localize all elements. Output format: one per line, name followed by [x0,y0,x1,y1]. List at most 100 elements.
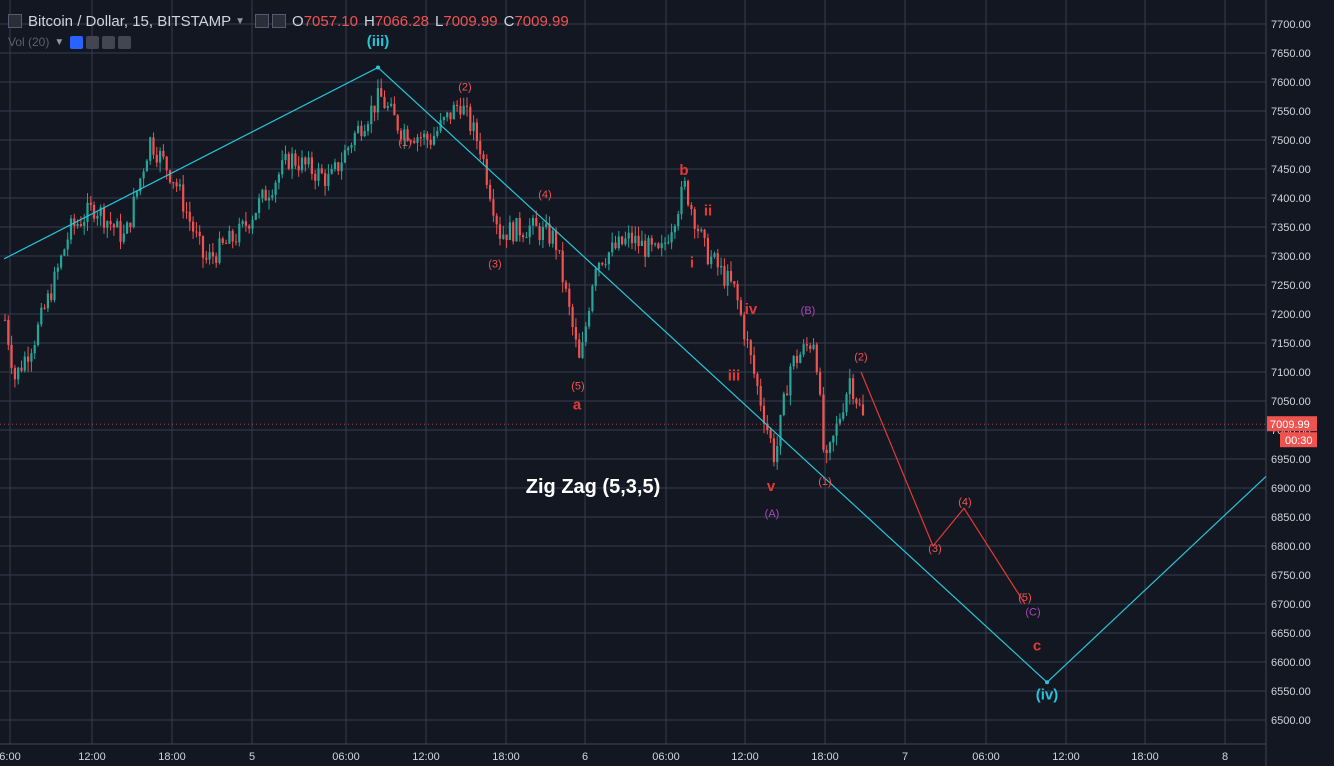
price-axis-label: 7450.00 [1271,164,1311,176]
price-axis-label: 7250.00 [1271,280,1311,292]
volume-chevron-icon[interactable]: ▼ [54,36,65,48]
wave-point[interactable] [376,65,380,70]
candle-body [627,232,630,239]
candle-body [307,157,310,165]
candle-body [607,252,610,265]
candle-body [446,112,449,118]
candle-body [330,169,333,174]
candle-body [663,242,667,244]
candle-body [786,393,789,396]
candle-body [254,212,257,220]
candle-body [733,281,736,284]
candle-body [647,238,650,257]
wave-label: (4) [958,496,971,508]
candle-body [162,150,165,157]
projection-line-red[interactable] [860,371,1026,605]
candle-body [614,242,617,249]
candle-body [139,178,142,192]
candle-body [485,158,488,185]
candle-body [564,282,568,289]
candle-body [122,233,125,242]
candle-body [126,222,129,234]
close-label: C [503,12,515,30]
candle-body [327,173,330,187]
add-icon[interactable] [102,35,116,49]
candle-body [241,221,244,224]
candle-body [621,236,624,245]
wave-line-cyan[interactable] [3,66,1267,684]
candle-body [135,191,139,197]
candle-body [789,366,792,396]
candle-body [611,242,614,253]
candle-body [310,157,313,174]
candle-body [112,224,115,228]
price-axis-label: 7150.00 [1271,338,1311,350]
candle-body [291,153,294,169]
time-axis-label: 06:00 [652,751,680,763]
candle-body [799,354,802,363]
candle-body [842,412,845,419]
candle-body [604,264,607,266]
price-axis-label: 7100.00 [1271,367,1311,379]
volume-legend: Vol (20) ▼ [8,35,132,49]
candle-body [518,218,521,236]
wave-label: (2) [854,351,867,363]
candle-body [459,106,462,115]
candle-body [482,154,485,159]
candle-body [852,378,855,399]
candle-body [109,221,112,225]
price-axis-label: 7550.00 [1271,106,1311,118]
visibility-icon[interactable] [70,35,84,49]
candle-body [637,235,640,246]
candle-body [429,139,432,145]
wave-point[interactable] [1045,680,1049,685]
candle-body [578,339,581,358]
candle-body [525,237,528,239]
time-axis-label: 12:00 [1052,751,1080,763]
candle-body [251,219,254,229]
price-axis-label: 7350.00 [1271,222,1311,234]
volume-label[interactable]: Vol (20) [8,35,50,49]
wave-label: (A) [765,508,780,520]
settings-icon[interactable] [255,14,270,28]
wave-label: iii [728,368,741,385]
open-label: O [292,12,304,30]
candle-body [753,355,756,374]
close-icon[interactable] [118,35,132,49]
candle-body [855,398,858,404]
candle-body [601,262,604,265]
symbol-title[interactable]: Bitcoin / Dollar, 15, BITSTAMP [28,12,232,30]
collapse-icon[interactable] [8,14,22,28]
candle-body [716,253,719,268]
candle-body [660,243,663,249]
wave-label: (5) [571,380,584,392]
candle-body [802,344,805,355]
candle-body [419,137,422,139]
settings-icon[interactable] [86,35,100,49]
candle-body [208,252,211,260]
candle-body [795,355,799,363]
candle-body [835,423,838,436]
time-axis-label: 5 [249,751,255,763]
candle-body [277,174,280,183]
open-value: 7057.10 [303,12,358,30]
candle-body [188,211,191,222]
candle-body [825,449,828,453]
candle-body [10,344,13,368]
candle-body [449,112,452,120]
candle-body [89,202,92,205]
candle-body [762,405,766,424]
price-axis-label: 6550.00 [1271,686,1311,698]
candle-body [759,386,762,406]
price-axis-label: 6750.00 [1271,570,1311,582]
candle-body [244,221,247,226]
hide-icon[interactable] [272,14,287,28]
candle-body [766,423,769,430]
candle-body [456,104,459,107]
chevron-down-icon[interactable]: ▼ [235,15,246,27]
candle-body [76,223,79,227]
candle-body [294,153,297,166]
candle-body [782,393,785,415]
candle-body [465,105,469,107]
